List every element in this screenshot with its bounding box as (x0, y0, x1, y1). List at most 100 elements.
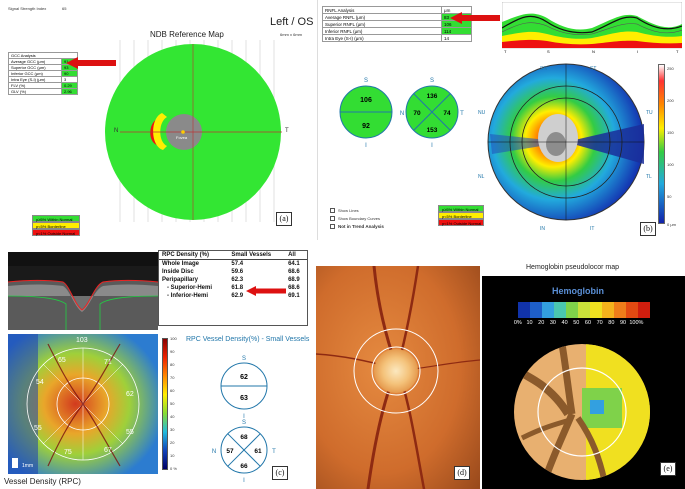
hemoglobin-legend-title: Hemoglobin (552, 286, 604, 296)
rpc-angio-map: 103 65 71 54 62 55 55 75 67 1mm (8, 334, 158, 474)
profile-tick: T (676, 49, 679, 54)
gcc-analysis-table: GCC Analysis Average GCC (μm) 91 Superior… (8, 52, 78, 95)
rpc-cell: Inside Disc (162, 269, 194, 275)
map-value: 62 (126, 391, 134, 398)
map-value: 103 (76, 337, 88, 344)
hemoglobin-disc-map (514, 344, 650, 480)
ring-label: NL (478, 174, 485, 180)
scale-swatch (614, 302, 626, 318)
scale-swatch (638, 302, 650, 318)
map-value: 71 (104, 359, 112, 366)
hemi-superior-value: 106 (360, 97, 372, 104)
legend-outside: p<1% Outside Normal (32, 229, 80, 236)
gcc-row-value: 2.96 (61, 88, 78, 95)
option-checkboxes: Show Lines Show Boundary Curves Not in T… (330, 206, 384, 231)
panel-tag-c: (c) (272, 466, 288, 480)
rpc-cell: 68.9 (288, 277, 300, 283)
rpc-cell: - Superior-Hemi (167, 285, 213, 291)
colorbar-tick: 40 (170, 414, 175, 419)
rpc-cell: 59.6 (231, 269, 244, 275)
panel-tag-d: (d) (454, 466, 470, 480)
rnfl-quadrant-circle: S 136 70 74 153 I N T (400, 78, 464, 149)
rpc-header: RPC Density (%) (159, 251, 229, 260)
legend-box: p≥5% Within Normal p<5% Borderline p<1% … (438, 205, 484, 226)
hemoglobin-map-frame: Hemoglobin 0% 10 20 30 40 50 60 70 80 90… (482, 276, 685, 489)
rpc-cell: 68.6 (288, 285, 300, 291)
rpc-hemi-circle: S 62 63 I (220, 356, 268, 420)
scale-label: 70 (596, 320, 603, 326)
quad-bottom-label: I (243, 478, 245, 484)
ring-label: NU (478, 110, 486, 116)
rpc-density-table-box: RPC Density (%) Small Vessels All Whole … (158, 250, 308, 326)
checkbox-icon[interactable] (330, 224, 335, 229)
scale-label: 60 (584, 320, 592, 326)
rpc-cell: - Inferior-Hemi (167, 293, 209, 299)
signal-strength-label: Signal Strength Index (8, 6, 47, 11)
map-value: 67 (104, 447, 112, 454)
panel-tag-e: (e) (660, 462, 676, 476)
thickness-colorbar (658, 64, 665, 224)
legend-normal: p≥5% Within Normal (32, 215, 80, 222)
red-arrow-icon (450, 12, 500, 24)
checkbox-label: Show Boundary Curves (338, 215, 381, 221)
colorbar-tick: 20 (170, 440, 175, 445)
rpc-density-table: RPC Density (%) Small Vessels All Whole … (159, 251, 307, 300)
scale-label: 90 (619, 320, 627, 326)
checkbox-icon[interactable] (330, 207, 335, 213)
quad-superior-value: 136 (427, 93, 438, 100)
colorbar-tick: 150 (667, 130, 674, 135)
axis-label-nasal: N (114, 128, 119, 134)
colorbar-tick: 10 (170, 453, 175, 458)
checkbox-row[interactable]: Show Boundary Curves (330, 214, 384, 222)
scale-label: 20 (538, 320, 545, 326)
colorbar-tick: 0 μm (667, 222, 676, 227)
panel-tag-b: (b) (640, 222, 656, 236)
hemi-bottom-label: I (243, 414, 245, 420)
checkbox-row[interactable]: Not in Trend Analysis (330, 222, 384, 231)
scale-label: 40 (561, 320, 568, 326)
scale-swatch (626, 302, 638, 318)
rpc-cell: 69.1 (288, 293, 300, 299)
rpc-cell: 57.4 (231, 261, 244, 267)
rpc-cell: Whole Image (162, 261, 200, 267)
hemoglobin-map-title: Hemoglobin pseudolocor map (526, 264, 619, 271)
rnfl-analysis-table: RNFL Analysis μm Average RNFL (μm) 83 Supe… (322, 6, 472, 42)
colorbar-tick: 0 % (170, 466, 177, 471)
quad-nasal-value: 70 (413, 110, 421, 117)
hemi-bottom-label: I (365, 143, 367, 149)
map-value: 75 (64, 449, 72, 456)
rpc-cell: 62.3 (231, 277, 244, 283)
ring-label: ST (590, 66, 596, 72)
rnfl-row-label: Intra Eye (S-I) (μm) (322, 34, 442, 42)
rnfl-row-value: 114 (441, 27, 472, 35)
colorbar-tick: 50 (170, 401, 175, 406)
density-colorbar (162, 338, 168, 470)
ring-label: TU (646, 110, 653, 116)
ring-label: SN (540, 66, 547, 72)
hemoglobin-scale-bar (518, 302, 650, 318)
quad-temporal-value: 74 (443, 110, 451, 117)
checkbox-icon[interactable] (330, 215, 335, 221)
profile-tick: N (592, 49, 595, 54)
checkbox-row[interactable]: Show Lines (330, 206, 384, 214)
rpc-chart-title: RPC Vessel Density(%) - Small Vessels (186, 336, 310, 343)
rnfl-thickness-map: SN ST NU TU NL TL IN IT (478, 63, 653, 232)
rpc-header: Small Vessels (228, 251, 286, 260)
checkbox-label: Show Lines (338, 207, 359, 213)
map-value: 54 (36, 379, 44, 386)
hemi-top-label: S (242, 356, 246, 362)
quad-right-label: T (460, 111, 464, 117)
fundus-image (316, 266, 480, 489)
table-row: - Superior-Hemi 61.8 68.6 (159, 284, 307, 292)
quad-bottom-label: I (431, 143, 433, 149)
rpc-cell: 61.8 (231, 285, 244, 291)
rnfl-row-label: Superior RNFL (μm) (322, 20, 442, 28)
scale-swatch (566, 302, 578, 318)
scale-swatch (578, 302, 590, 318)
ring-label: IN (540, 226, 545, 232)
scale-label: 10 (526, 320, 533, 326)
colorbar-tick: 250 (667, 66, 674, 71)
quad-top-label: S (430, 78, 434, 84)
rnfl-row-label: Average RNFL (μm) (322, 13, 442, 21)
rnfl-row-label: Inferior RNFL (μm) (322, 27, 442, 35)
